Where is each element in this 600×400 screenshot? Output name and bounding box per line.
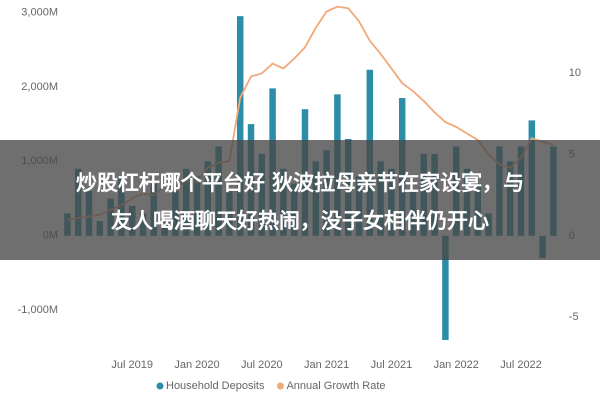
y-tick-label: 2,000M: [21, 81, 58, 93]
x-tick-label: Jul 2021: [371, 359, 413, 371]
caption-text: 友人喝酒聊天好热闹，没子女相伴仍开心: [111, 209, 489, 233]
y2-tick-label: 10: [569, 67, 581, 79]
x-tick-label: Jul 2022: [500, 359, 542, 371]
caption-text: 炒股杠杆哪个平台好 狄波拉母亲节在家设宴，与: [76, 171, 524, 195]
caption-banner: [0, 140, 600, 260]
x-tick-label: Jul 2019: [111, 359, 153, 371]
legend-marker: [156, 382, 164, 390]
y-tick-label: -1,000M: [18, 304, 58, 316]
x-tick-label: Jan 2021: [304, 359, 349, 371]
legend-label: Annual Growth Rate: [286, 380, 385, 392]
bar: [442, 235, 449, 340]
legend-label: Household Deposits: [166, 380, 265, 392]
x-tick-label: Jan 2020: [174, 359, 219, 371]
x-tick-label: Jan 2022: [434, 359, 479, 371]
x-tick-label: Jul 2020: [241, 359, 283, 371]
bar: [236, 16, 244, 236]
y-tick-label: 3,000M: [21, 6, 58, 18]
legend-marker: [276, 382, 284, 390]
y2-tick-label: -5: [569, 311, 579, 323]
